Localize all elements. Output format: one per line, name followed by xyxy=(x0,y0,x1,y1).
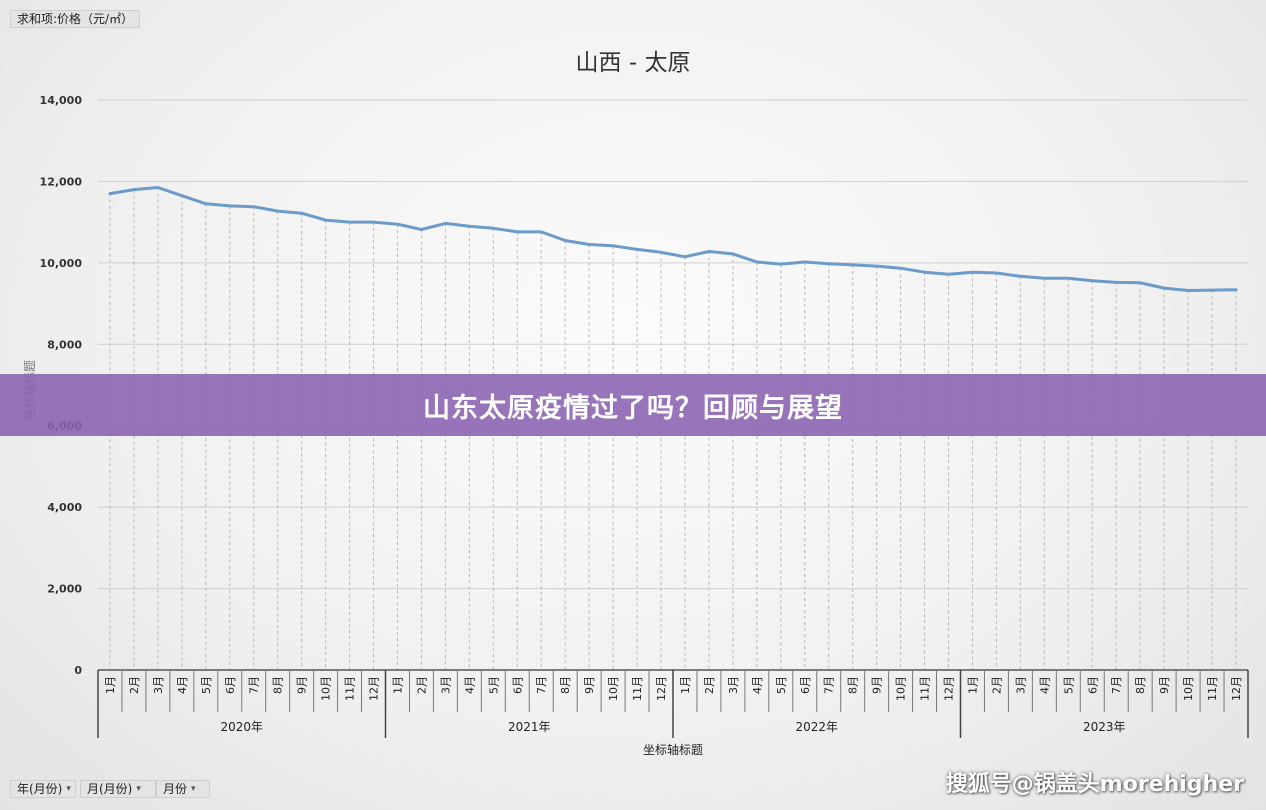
x-tick-label: 2月 xyxy=(128,676,141,694)
pivot-value-field-label: 求和项:价格（元/㎡） xyxy=(17,12,134,26)
x-tick-label: 5月 xyxy=(1062,676,1075,694)
x-tick-label: 10月 xyxy=(607,676,620,701)
x-axis-title: 坐标轴标题 xyxy=(643,742,703,757)
y-tick-label: 10,000 xyxy=(40,257,83,270)
y-tick-label: 8,000 xyxy=(47,338,82,351)
pivot-month-period-field-button[interactable]: 月份 ▾ xyxy=(156,780,210,798)
x-tick-label: 5月 xyxy=(200,676,213,694)
x-tick-label: 4月 xyxy=(751,676,764,694)
x-tick-label: 12月 xyxy=(655,676,668,701)
x-tick-label: 5月 xyxy=(487,676,500,694)
x-tick-label: 2月 xyxy=(990,676,1003,694)
chevron-down-icon: ▾ xyxy=(136,784,141,794)
x-tick-label: 3月 xyxy=(152,676,165,694)
pivot-month-field-button[interactable]: 月(月份) ▾ xyxy=(80,780,156,798)
x-tick-label: 1月 xyxy=(391,676,404,694)
x-tick-label: 9月 xyxy=(296,676,309,694)
x-tick-label: 8月 xyxy=(847,676,860,694)
x-tick-label: 2月 xyxy=(703,676,716,694)
x-tick-label: 11月 xyxy=(919,676,932,701)
x-group-label: 2020年 xyxy=(220,720,263,734)
y-tick-label: 2,000 xyxy=(47,583,82,596)
x-tick-label: 7月 xyxy=(535,676,548,694)
x-tick-label: 10月 xyxy=(320,676,333,701)
series-line xyxy=(108,186,1238,292)
y-tick-label: 12,000 xyxy=(40,175,83,188)
x-tick-label: 1月 xyxy=(104,676,117,694)
watermark-text: 搜狐号@锅盖头morehigher xyxy=(945,772,1244,797)
x-tick-label: 11月 xyxy=(631,676,644,701)
x-tick-label: 7月 xyxy=(248,676,261,694)
pivot-month-field-label: 月(月份) xyxy=(87,782,133,796)
x-tick-label: 12月 xyxy=(368,676,381,701)
x-tick-label: 7月 xyxy=(1110,676,1123,694)
x-tick-label: 2月 xyxy=(415,676,428,694)
x-tick-label: 3月 xyxy=(727,676,740,694)
x-tick-label: 4月 xyxy=(176,676,189,694)
x-tick-label: 4月 xyxy=(1038,676,1051,694)
title-banner: 山东太原疫情过了吗？回顾与展望 xyxy=(0,374,1266,436)
x-tick-label: 4月 xyxy=(463,676,476,694)
x-tick-label: 6月 xyxy=(1086,676,1099,694)
x-tick-label: 12月 xyxy=(943,676,956,701)
x-tick-label: 7月 xyxy=(823,676,836,694)
banner-title: 山东太原疫情过了吗？回顾与展望 xyxy=(423,392,843,424)
x-group-label: 2021年 xyxy=(508,720,551,734)
x-tick-label: 9月 xyxy=(1158,676,1171,694)
pivot-value-field-button[interactable]: 求和项:价格（元/㎡） xyxy=(10,10,140,28)
x-tick-label: 10月 xyxy=(895,676,908,701)
pivot-year-field-label: 年(月份) xyxy=(17,782,63,796)
x-tick-label: 9月 xyxy=(871,676,884,694)
x-tick-label: 8月 xyxy=(1134,676,1147,694)
pivot-month-period-field-label: 月份 xyxy=(163,782,188,796)
y-tick-label: 0 xyxy=(74,664,82,677)
x-tick-label: 3月 xyxy=(439,676,452,694)
y-tick-label: 14,000 xyxy=(40,94,83,107)
x-tick-label: 6月 xyxy=(799,676,812,694)
x-tick-label: 12月 xyxy=(1230,676,1243,701)
pivot-year-field-button[interactable]: 年(月份) ▾ xyxy=(10,780,76,798)
x-tick-label: 11月 xyxy=(344,676,357,701)
x-group-label: 2022年 xyxy=(795,720,838,734)
x-tick-label: 11月 xyxy=(1206,676,1219,701)
x-tick-label: 1月 xyxy=(966,676,979,694)
x-tick-label: 3月 xyxy=(1014,676,1027,694)
x-group-label: 2023年 xyxy=(1083,720,1126,734)
x-tick-label: 5月 xyxy=(775,676,788,694)
x-tick-label: 6月 xyxy=(224,676,237,694)
x-tick-label: 9月 xyxy=(583,676,596,694)
x-tick-label: 8月 xyxy=(559,676,572,694)
x-tick-label: 10月 xyxy=(1182,676,1195,701)
x-tick-label: 1月 xyxy=(679,676,692,694)
x-tick-label: 8月 xyxy=(272,676,285,694)
x-tick-label: 6月 xyxy=(511,676,524,694)
chevron-down-icon: ▾ xyxy=(66,784,71,794)
chart-title: 山西 - 太原 xyxy=(576,50,691,76)
chevron-down-icon: ▾ xyxy=(191,784,196,794)
y-tick-label: 4,000 xyxy=(47,501,82,514)
